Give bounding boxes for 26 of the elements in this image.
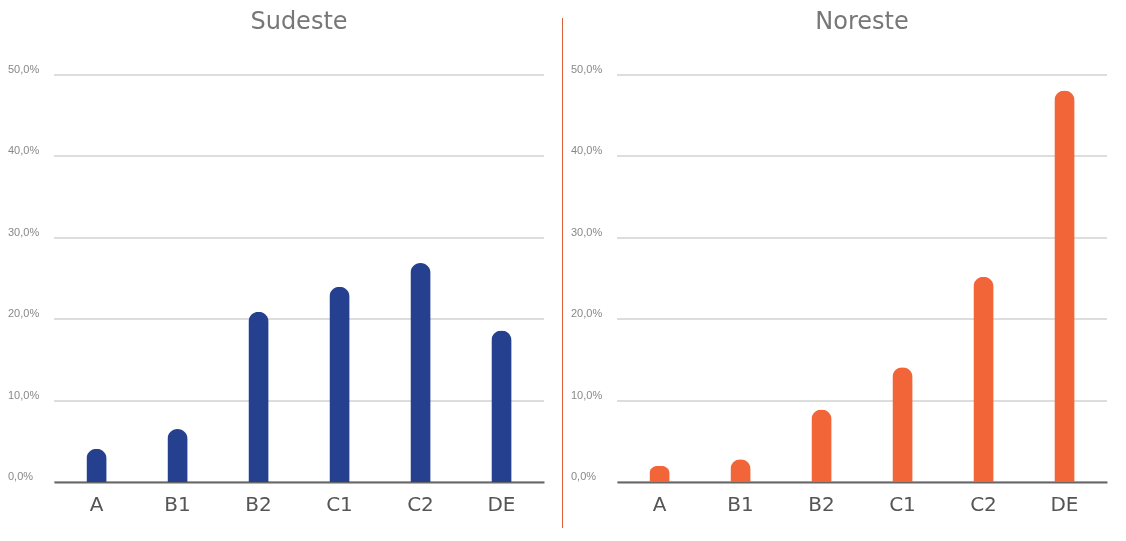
y-tick-label: 30,0% xyxy=(8,225,40,238)
x-tick-label: DE xyxy=(1050,491,1079,516)
x-tick-label: A xyxy=(652,491,667,516)
y-tick-label: 30,0% xyxy=(571,225,603,238)
y-tick-label: 50,0% xyxy=(8,63,40,75)
x-tick-label: B2 xyxy=(808,491,835,516)
y-tick-label: 40,0% xyxy=(8,144,40,157)
x-tick-label: C2 xyxy=(970,491,997,516)
x-tick-label: C2 xyxy=(407,491,434,516)
y-tick-label: 20,0% xyxy=(8,307,40,320)
x-tick-label: DE xyxy=(487,491,516,516)
x-tick-label: C1 xyxy=(889,491,916,516)
y-tick-label: 50,0% xyxy=(571,63,603,75)
chart-title: Sudeste xyxy=(250,7,348,35)
y-tick-label: 20,0% xyxy=(571,307,603,320)
x-tick-label: B2 xyxy=(245,491,272,516)
y-tick-label: 40,0% xyxy=(571,144,603,157)
y-tick-label: 10,0% xyxy=(571,388,603,401)
x-tick-label: B1 xyxy=(164,491,191,516)
x-tick-label: B1 xyxy=(727,491,754,516)
y-tick-label: 0,0% xyxy=(8,470,34,482)
y-tick-label: 10,0% xyxy=(8,388,40,401)
y-tick-label: 0,0% xyxy=(571,470,597,482)
x-tick-label: C1 xyxy=(326,491,353,516)
chart-title: Noreste xyxy=(815,7,909,35)
x-tick-label: A xyxy=(89,491,104,516)
